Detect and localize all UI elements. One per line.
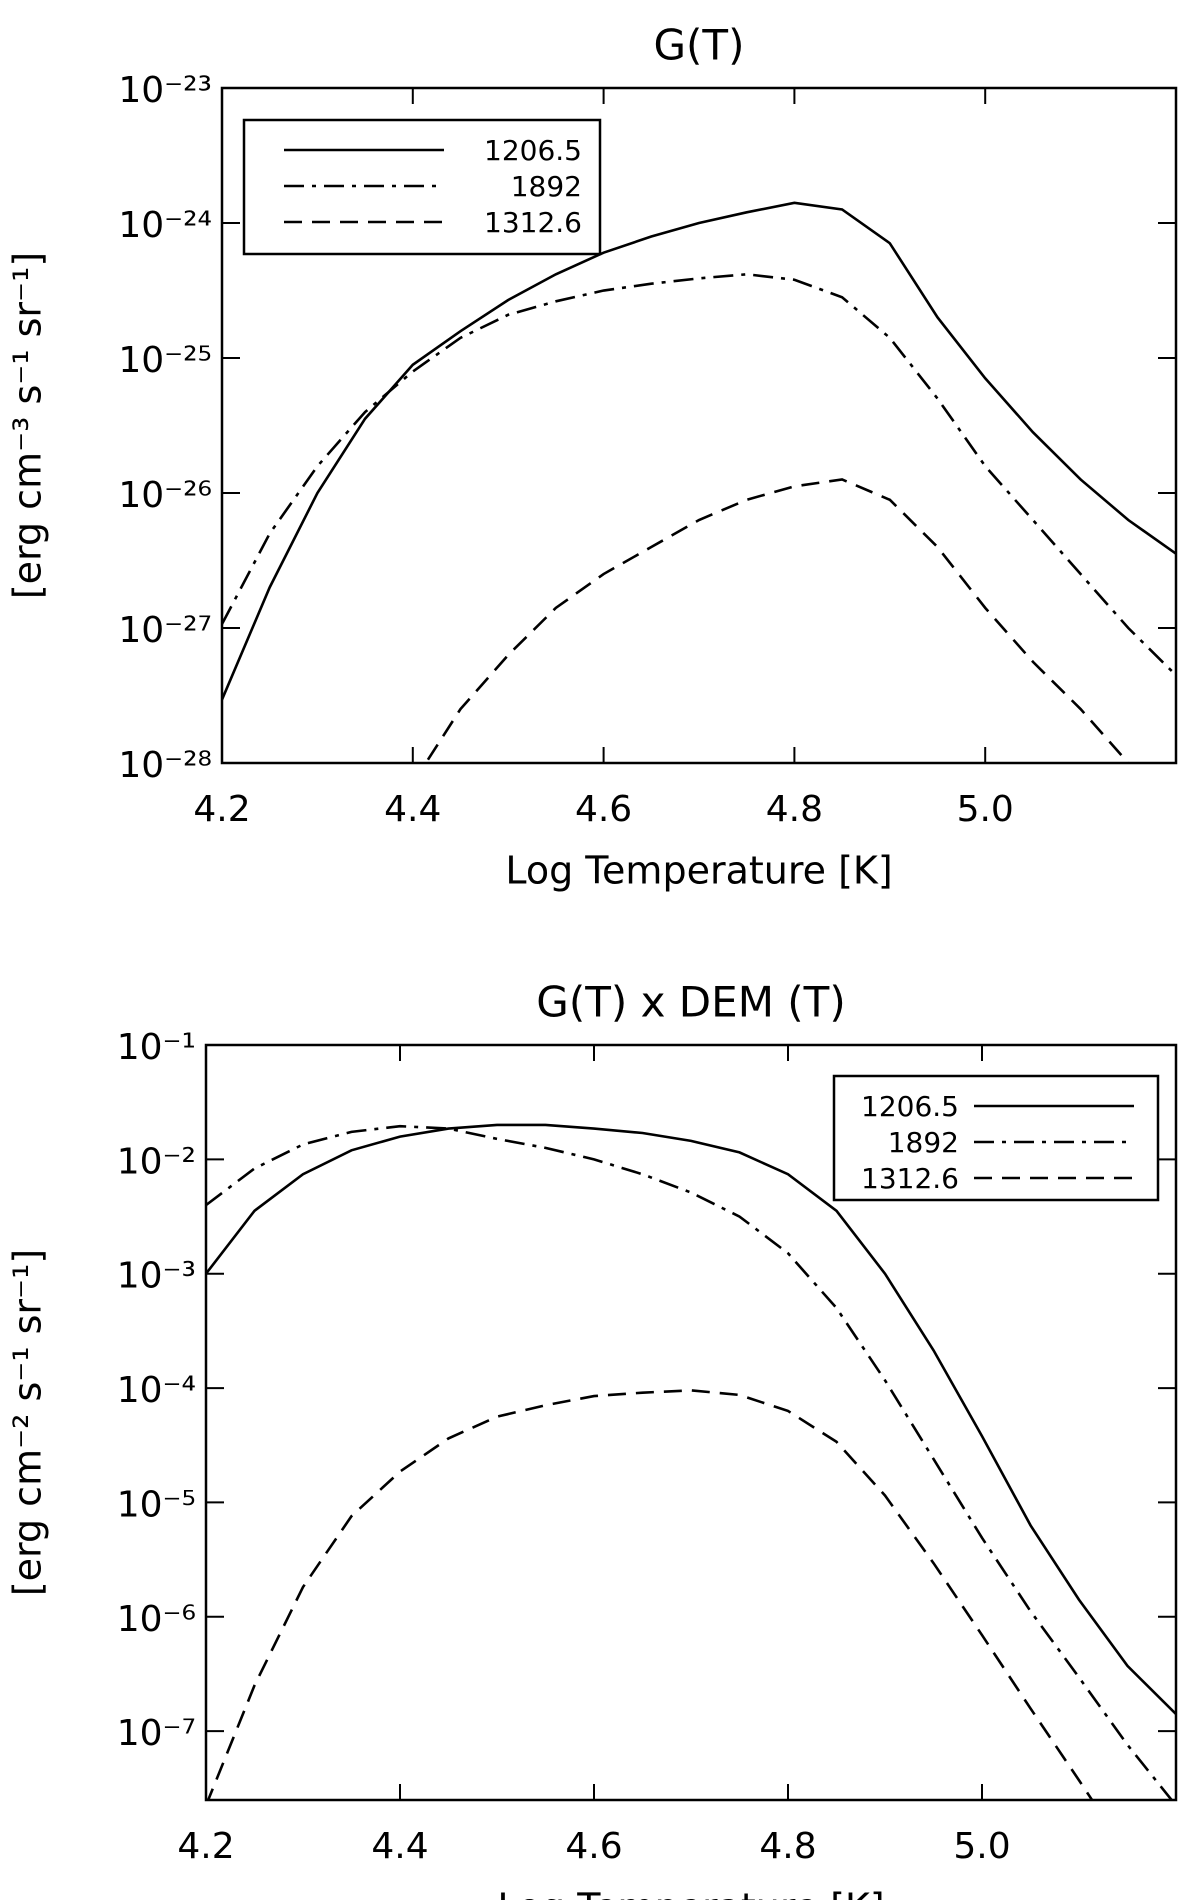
legend-label: 1206.5 (861, 1090, 959, 1123)
y-tick-label: 10⁻³ (117, 1256, 196, 1297)
legend-label: 1312.6 (484, 206, 582, 239)
plot-frame (204, 1043, 1178, 1802)
legend-label: 1892 (511, 170, 582, 203)
y-tick-label: 10⁻²⁵ (118, 340, 212, 381)
y-tick-label: 10⁻⁷ (117, 1713, 196, 1754)
x-tick-label: 4.2 (177, 1826, 234, 1867)
y-tick-label: 10⁻²⁶ (118, 475, 212, 516)
x-axis-label: Log Temperature [K] (505, 849, 892, 893)
series-line (222, 201, 1176, 701)
x-tick-label: 4.6 (575, 789, 632, 830)
x-tick-label: 4.4 (384, 789, 441, 830)
y-axis-label: [erg cm⁻² s⁻¹ sr⁻¹] (6, 1249, 50, 1596)
legend-label: 1892 (888, 1126, 959, 1159)
series-line (206, 1123, 1176, 1716)
series-line (206, 1124, 1174, 1800)
plot-lines (206, 1123, 1176, 1800)
legend-label: 1206.5 (484, 134, 582, 167)
chart-title: G(T) x DEM (T) (536, 978, 845, 1027)
y-axis-label: [erg cm⁻³ s⁻¹ sr⁻¹] (6, 252, 50, 599)
legend-box (832, 1074, 1160, 1202)
x-tick-label: 4.8 (766, 789, 823, 830)
plot-lines (222, 201, 1176, 763)
y-tick-label: 10⁻²⁸ (118, 745, 212, 786)
plot-frame (220, 86, 1178, 765)
x-tick-label: 4.6 (565, 1826, 622, 1867)
x-axis-label: Log Temperature [K] (497, 1886, 884, 1900)
x-tick-label: 4.8 (759, 1826, 816, 1867)
y-tick-label: 10⁻⁴ (117, 1370, 196, 1411)
x-tick-label: 5.0 (957, 789, 1014, 830)
y-tick-label: 10⁻⁵ (117, 1484, 196, 1525)
legend-label: 1312.6 (861, 1162, 959, 1195)
y-tick-label: 10⁻²³ (118, 70, 212, 111)
series-line (222, 272, 1176, 677)
y-tick-label: 10⁻²⁷ (118, 610, 212, 651)
y-tick-label: 10⁻²⁴ (118, 205, 212, 246)
y-tick-label: 10⁻⁶ (117, 1599, 196, 1640)
x-tick-label: 5.0 (953, 1826, 1010, 1867)
y-tick-label: 10⁻¹ (117, 1027, 196, 1068)
chart-title: G(T) (654, 21, 745, 70)
series-line (424, 478, 1131, 763)
y-tick-label: 10⁻² (117, 1141, 196, 1182)
x-tick-label: 4.4 (371, 1826, 428, 1867)
series-line (206, 1389, 1094, 1800)
x-tick-label: 4.2 (193, 789, 250, 830)
